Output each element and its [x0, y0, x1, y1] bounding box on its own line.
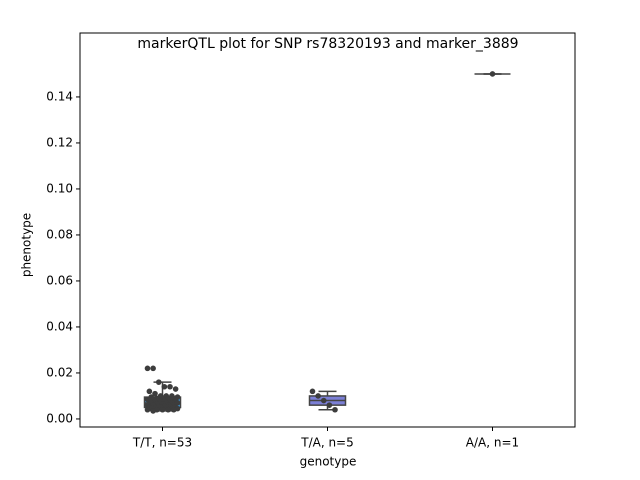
data-point — [155, 379, 162, 385]
data-point — [144, 406, 151, 413]
y-tick-label: 0.08 — [46, 227, 73, 241]
data-point — [170, 406, 177, 413]
x-tick-label: A/A, n=1 — [466, 436, 519, 450]
x-axis-label: genotype — [300, 455, 357, 469]
data-point — [159, 406, 166, 413]
y-tick-label: 0.04 — [46, 319, 73, 333]
y-tick-label: 0.12 — [46, 135, 73, 149]
y-tick-label: 0.00 — [46, 411, 73, 425]
y-tick-label: 0.02 — [46, 365, 73, 379]
data-point — [172, 386, 179, 392]
y-tick-label: 0.10 — [46, 181, 73, 195]
data-point — [309, 388, 316, 395]
y-tick-label: 0.06 — [46, 273, 73, 287]
x-tick-label: T/A, n=5 — [300, 436, 354, 450]
chart-title: markerQTL plot for SNP rs78320193 and ma… — [137, 36, 518, 52]
data-point — [315, 393, 321, 399]
x-tick-label: T/T, n=53 — [132, 436, 192, 450]
y-axis-label: phenotype — [20, 213, 34, 277]
data-point — [144, 365, 151, 372]
data-point — [489, 71, 496, 77]
data-point — [320, 397, 327, 404]
plot-frame — [79, 32, 576, 428]
data-point — [146, 388, 153, 395]
data-point — [326, 402, 333, 408]
data-point — [150, 365, 156, 372]
y-tick-label: 0.14 — [46, 89, 73, 103]
data-point — [150, 408, 156, 414]
data-point — [152, 390, 158, 397]
data-point — [332, 406, 338, 413]
data-point — [161, 383, 168, 390]
data-point — [167, 383, 173, 390]
data-point — [165, 406, 171, 413]
